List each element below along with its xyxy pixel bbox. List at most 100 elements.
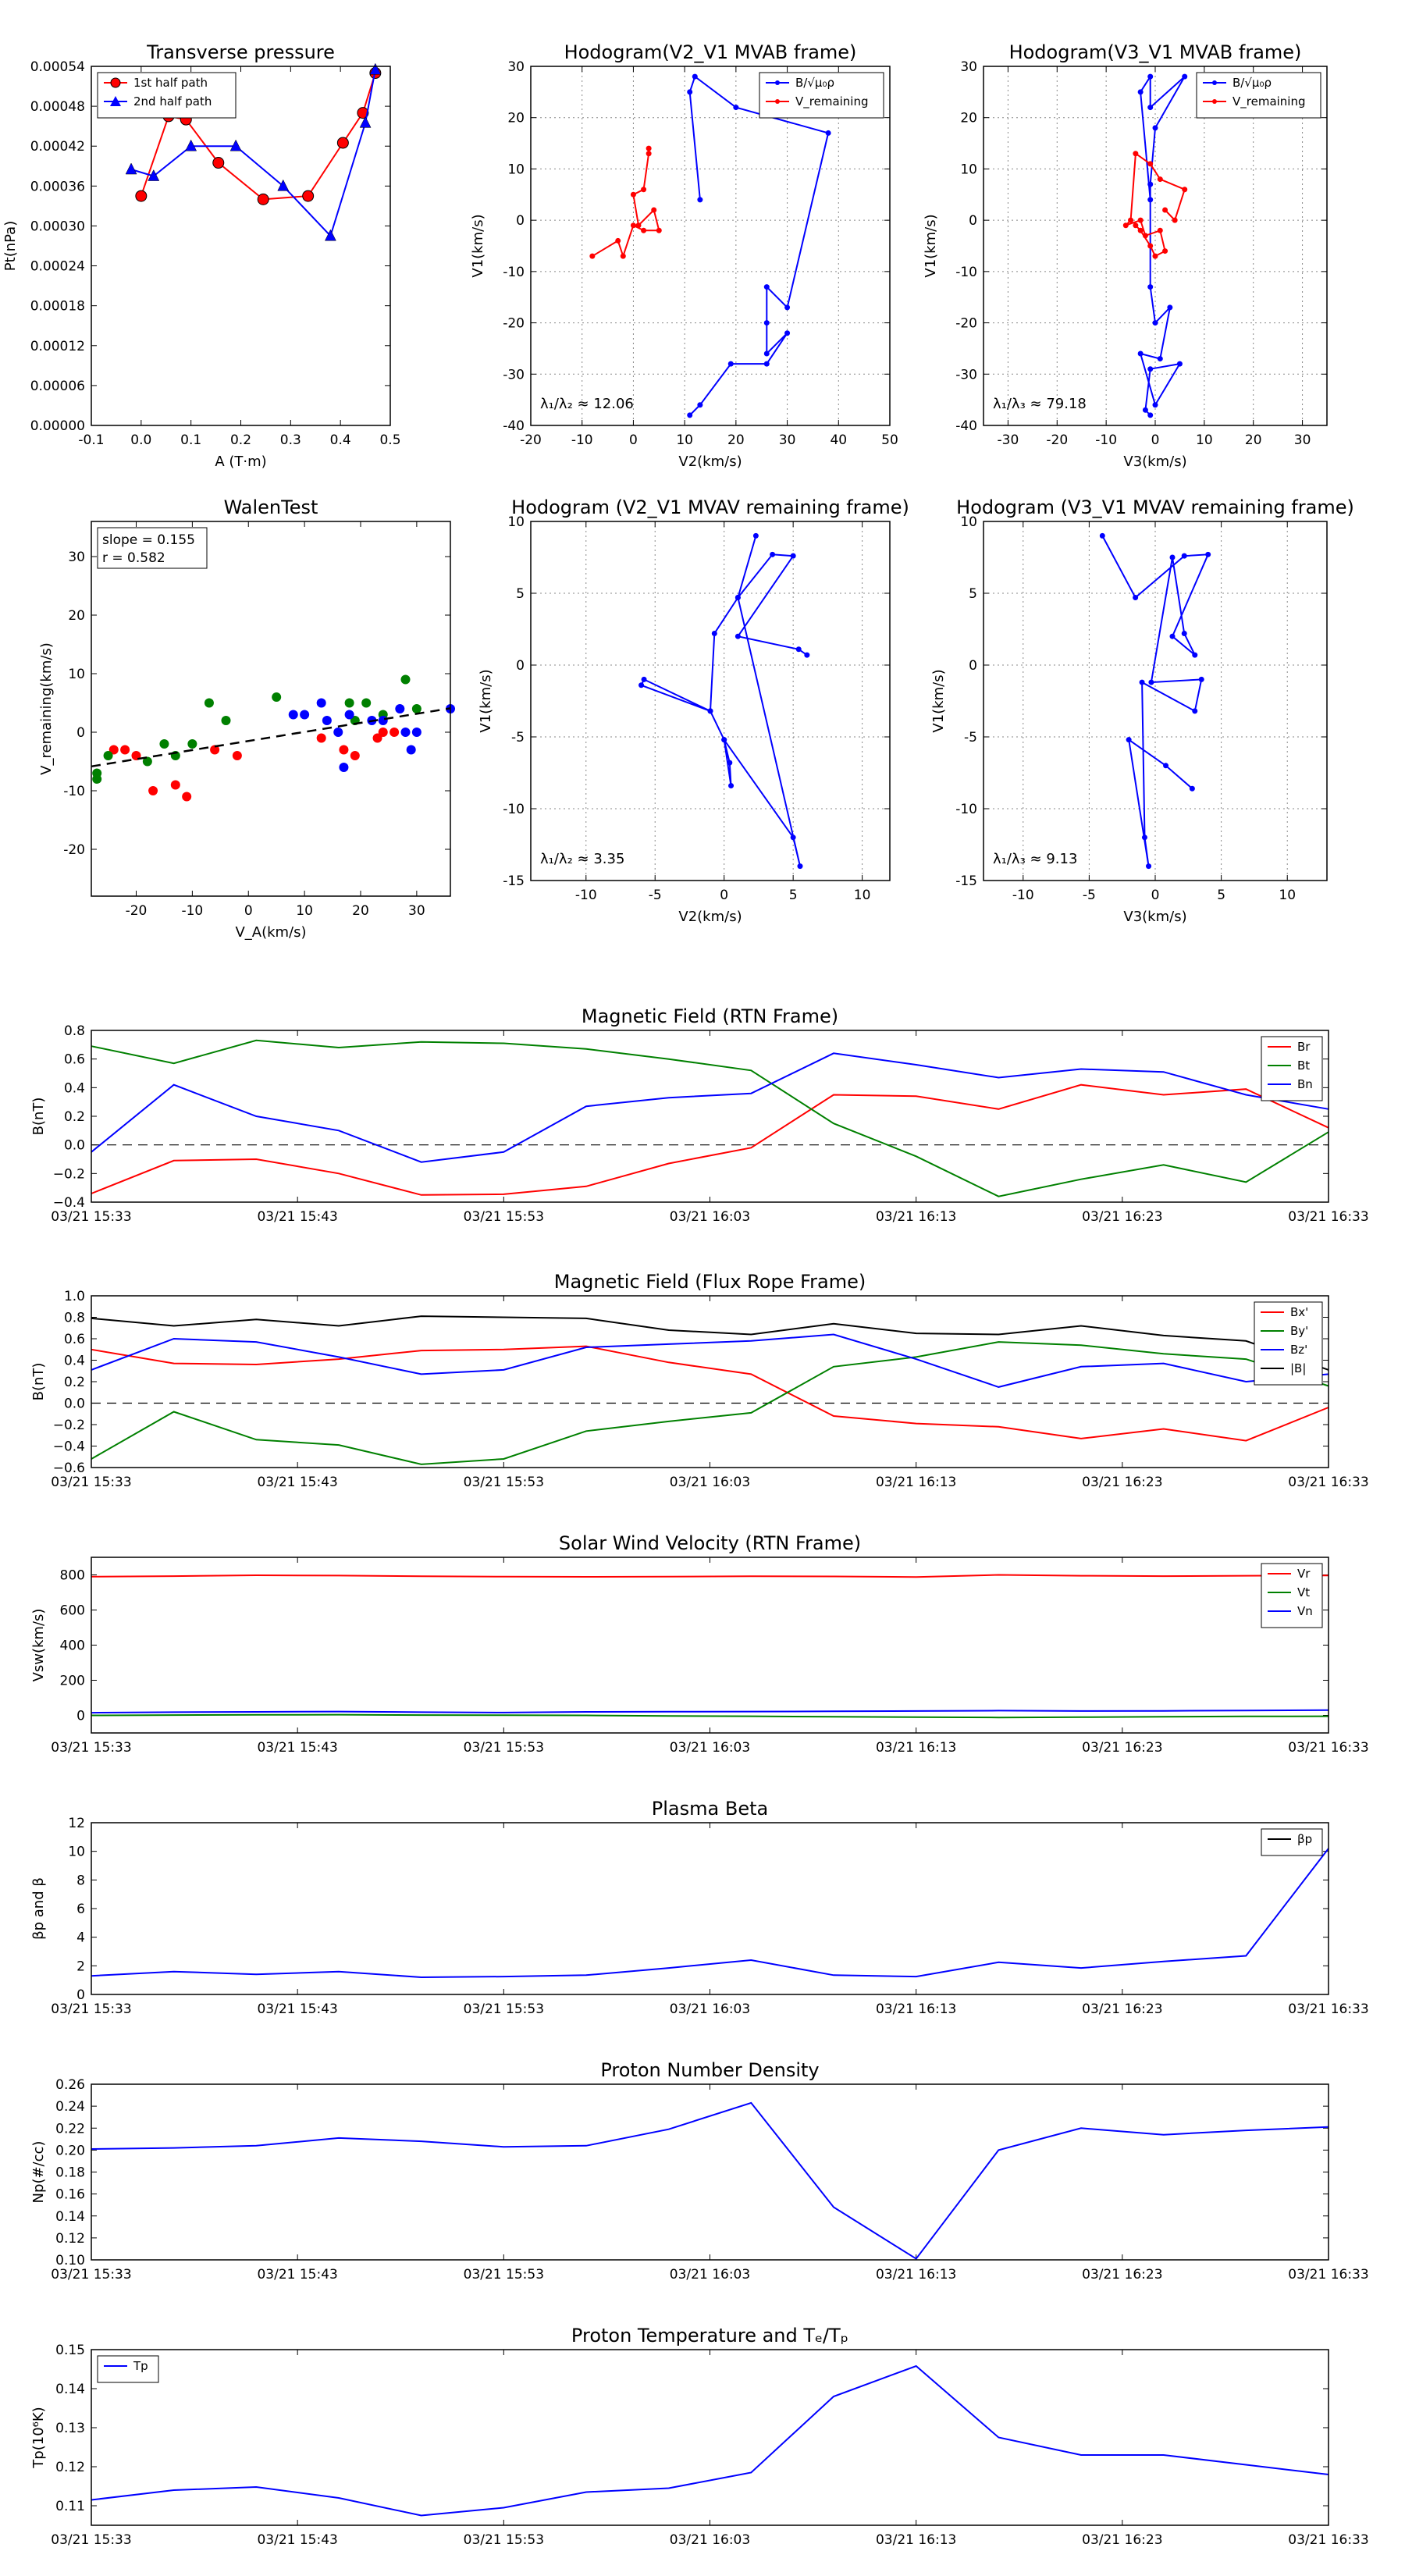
- walen-point: [389, 728, 400, 737]
- x-tick-label: -10: [571, 432, 593, 448]
- fit-line: [91, 707, 451, 768]
- x-tick-label: 30: [1294, 432, 1311, 448]
- hodogram-point: [1182, 187, 1188, 193]
- y-tick-label: 20: [507, 111, 525, 126]
- y-tick-label: 0.20: [55, 2143, 85, 2158]
- series-line: [91, 1713, 1329, 1719]
- series-line: [91, 1574, 1329, 1578]
- legend-label: V_remaining: [1232, 94, 1306, 109]
- hodogram-point: [763, 320, 770, 326]
- y-tick-label: 10: [68, 1845, 85, 1860]
- x-tick-label: -5: [1083, 888, 1096, 903]
- walen-point: [372, 733, 382, 743]
- y-tick-label: 0.00042: [30, 139, 85, 155]
- hodogram-point: [784, 330, 791, 336]
- y-tick-label: 0.00018: [30, 299, 85, 315]
- x-tick-label: -20: [126, 903, 148, 919]
- legend-label: Vr: [1297, 1567, 1311, 1581]
- y-tick-label: 0.8: [64, 1023, 85, 1039]
- y-tick-label: -10: [63, 784, 85, 799]
- y-tick-label: 200: [60, 1674, 85, 1689]
- legend-box: [97, 2355, 159, 2383]
- x-tick-label: 0.1: [180, 432, 201, 448]
- walen-point: [159, 739, 169, 749]
- walen-point: [232, 751, 242, 760]
- x-tick-label: -5: [649, 888, 662, 903]
- y-tick-label: −0.4: [53, 1439, 85, 1455]
- walen-point: [288, 710, 298, 720]
- hodogram-point: [1157, 356, 1163, 362]
- y-axis-label: Np(#/cc): [30, 2141, 47, 2204]
- x-tick-label: 0: [1151, 888, 1160, 903]
- hodogram-point: [615, 237, 621, 244]
- data-point: [135, 190, 148, 202]
- y-tick-label: 0: [76, 1709, 85, 1724]
- y-tick-label: 0.00036: [30, 179, 85, 194]
- hodogram-point: [1152, 253, 1158, 259]
- y-tick-label: 0.22: [55, 2121, 85, 2137]
- hodogram-point: [1142, 233, 1148, 239]
- x-tick-label: 0.4: [330, 432, 351, 448]
- walen-point: [92, 768, 102, 778]
- plot-border: [983, 66, 1328, 426]
- chart-h4: Hodogram (V3_V1 MVAV remaining frame) -10…: [930, 496, 1354, 925]
- y-tick-label: -20: [955, 316, 977, 332]
- chart-bfield: Magnetic Field (RTN Frame) 03/21 15:33 03/…: [30, 1005, 1369, 1225]
- plot-border: [91, 1295, 1329, 1468]
- x-tick-label: 10: [296, 903, 313, 919]
- x-tick-label: 03/21 16:33: [1288, 1209, 1368, 1225]
- walen-point: [411, 728, 422, 737]
- y-axis-label: V1(km/s): [478, 669, 494, 732]
- hodogram-point: [697, 197, 703, 203]
- series-line: [91, 2101, 1329, 2260]
- hodogram-point: [1192, 652, 1198, 658]
- y-tick-label: 0.00012: [30, 339, 85, 354]
- x-axis-label: V2(km/s): [678, 909, 742, 925]
- x-tick-label: 03/21 16:03: [670, 1209, 750, 1225]
- plot-border: [91, 1822, 1329, 1995]
- walen-point: [378, 716, 388, 725]
- x-tick-label: 03/21 16:13: [876, 1475, 956, 1490]
- y-tick-label: -5: [511, 730, 525, 745]
- y-tick-label: 0.2: [64, 1109, 85, 1125]
- walen-point: [395, 704, 405, 713]
- legend-marker: [1212, 99, 1217, 104]
- y-tick-label: -15: [503, 873, 525, 889]
- hodogram-point: [1137, 217, 1144, 223]
- x-tick-label: 03/21 15:43: [257, 1475, 337, 1490]
- hodogram-point: [641, 227, 647, 233]
- x-tick-label: 03/21 15:33: [51, 1740, 131, 1756]
- x-tick-label: 0.0: [130, 432, 151, 448]
- hodogram-point: [1148, 679, 1154, 685]
- legend-marker: [775, 80, 780, 85]
- y-tick-label: -15: [955, 873, 977, 889]
- series-line: [91, 2364, 1329, 2517]
- chart-title: Magnetic Field (RTN Frame): [582, 1005, 838, 1027]
- y-tick-label: 8: [76, 1873, 85, 1888]
- y-tick-label: -10: [503, 265, 525, 280]
- y-tick-label: -30: [503, 367, 525, 382]
- data-point: [324, 229, 336, 241]
- plot-border: [91, 1557, 1329, 1734]
- y-tick-label: 400: [60, 1638, 85, 1654]
- x-axis-label: V_A(km/s): [235, 924, 306, 941]
- hodogram-point: [1139, 679, 1145, 685]
- y-tick-label: 0.6: [64, 1332, 85, 1347]
- x-axis-label: V3(km/s): [1123, 454, 1186, 470]
- data-point: [148, 169, 160, 181]
- y-tick-label: 0.11: [55, 2499, 85, 2514]
- y-tick-label: 0.0: [64, 1397, 85, 1412]
- x-axis-label: A (T·m): [215, 454, 266, 470]
- legend: Tp: [97, 2355, 159, 2383]
- walen-point: [344, 710, 354, 720]
- hodogram-point: [635, 222, 642, 229]
- y-tick-label: 0.18: [55, 2165, 85, 2181]
- y-tick-label: 12: [68, 1816, 85, 1831]
- x-tick-label: 0: [244, 903, 253, 919]
- legend: B/√μ₀ρ V_remaining: [759, 72, 884, 119]
- hodogram-point: [1146, 863, 1152, 870]
- legend-label: B/√μ₀ρ: [795, 76, 834, 90]
- walen-point: [339, 745, 349, 755]
- x-tick-label: 30: [779, 432, 796, 448]
- hodogram-point: [1147, 181, 1154, 187]
